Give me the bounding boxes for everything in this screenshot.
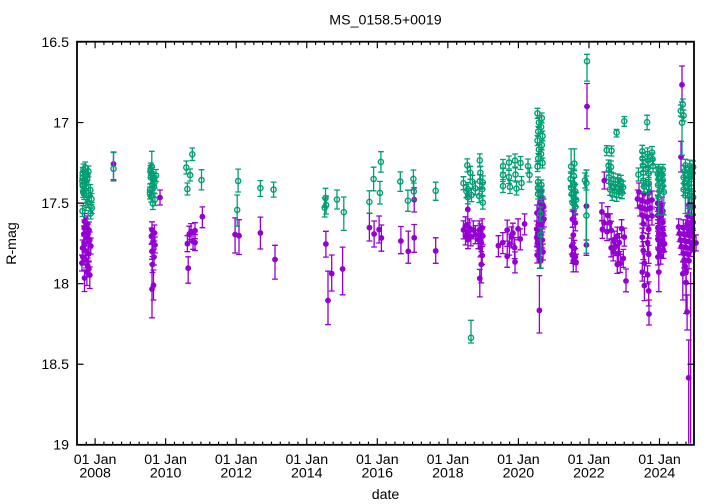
svg-text:2022: 2022 xyxy=(573,465,605,481)
svg-text:01 Jan: 01 Jan xyxy=(285,452,328,468)
svg-text:01 Jan: 01 Jan xyxy=(427,452,470,468)
svg-text:01 Jan: 01 Jan xyxy=(215,452,258,468)
svg-text:17.5: 17.5 xyxy=(41,196,69,212)
svg-text:2008: 2008 xyxy=(79,465,111,481)
svg-text:19: 19 xyxy=(53,438,69,454)
svg-text:2016: 2016 xyxy=(362,465,394,481)
svg-text:2020: 2020 xyxy=(503,465,535,481)
svg-text:01 Jan: 01 Jan xyxy=(74,452,117,468)
svg-text:2024: 2024 xyxy=(644,465,676,481)
svg-text:2012: 2012 xyxy=(220,465,252,481)
svg-text:18: 18 xyxy=(53,277,69,293)
svg-text:2014: 2014 xyxy=(291,465,323,481)
svg-text:18.5: 18.5 xyxy=(41,357,69,373)
svg-text:01 Jan: 01 Jan xyxy=(638,452,681,468)
svg-text:date: date xyxy=(372,487,400,503)
svg-text:17: 17 xyxy=(53,116,69,132)
svg-text:01 Jan: 01 Jan xyxy=(568,452,611,468)
svg-text:R-mag: R-mag xyxy=(4,222,20,265)
svg-text:01 Jan: 01 Jan xyxy=(356,452,399,468)
svg-text:01 Jan: 01 Jan xyxy=(144,452,187,468)
svg-text:01 Jan: 01 Jan xyxy=(497,452,540,468)
svg-text:2010: 2010 xyxy=(150,465,182,481)
svg-text:16.5: 16.5 xyxy=(41,35,69,51)
svg-text:2018: 2018 xyxy=(432,465,464,481)
svg-text:MS_0158.5+0019: MS_0158.5+0019 xyxy=(329,13,442,29)
